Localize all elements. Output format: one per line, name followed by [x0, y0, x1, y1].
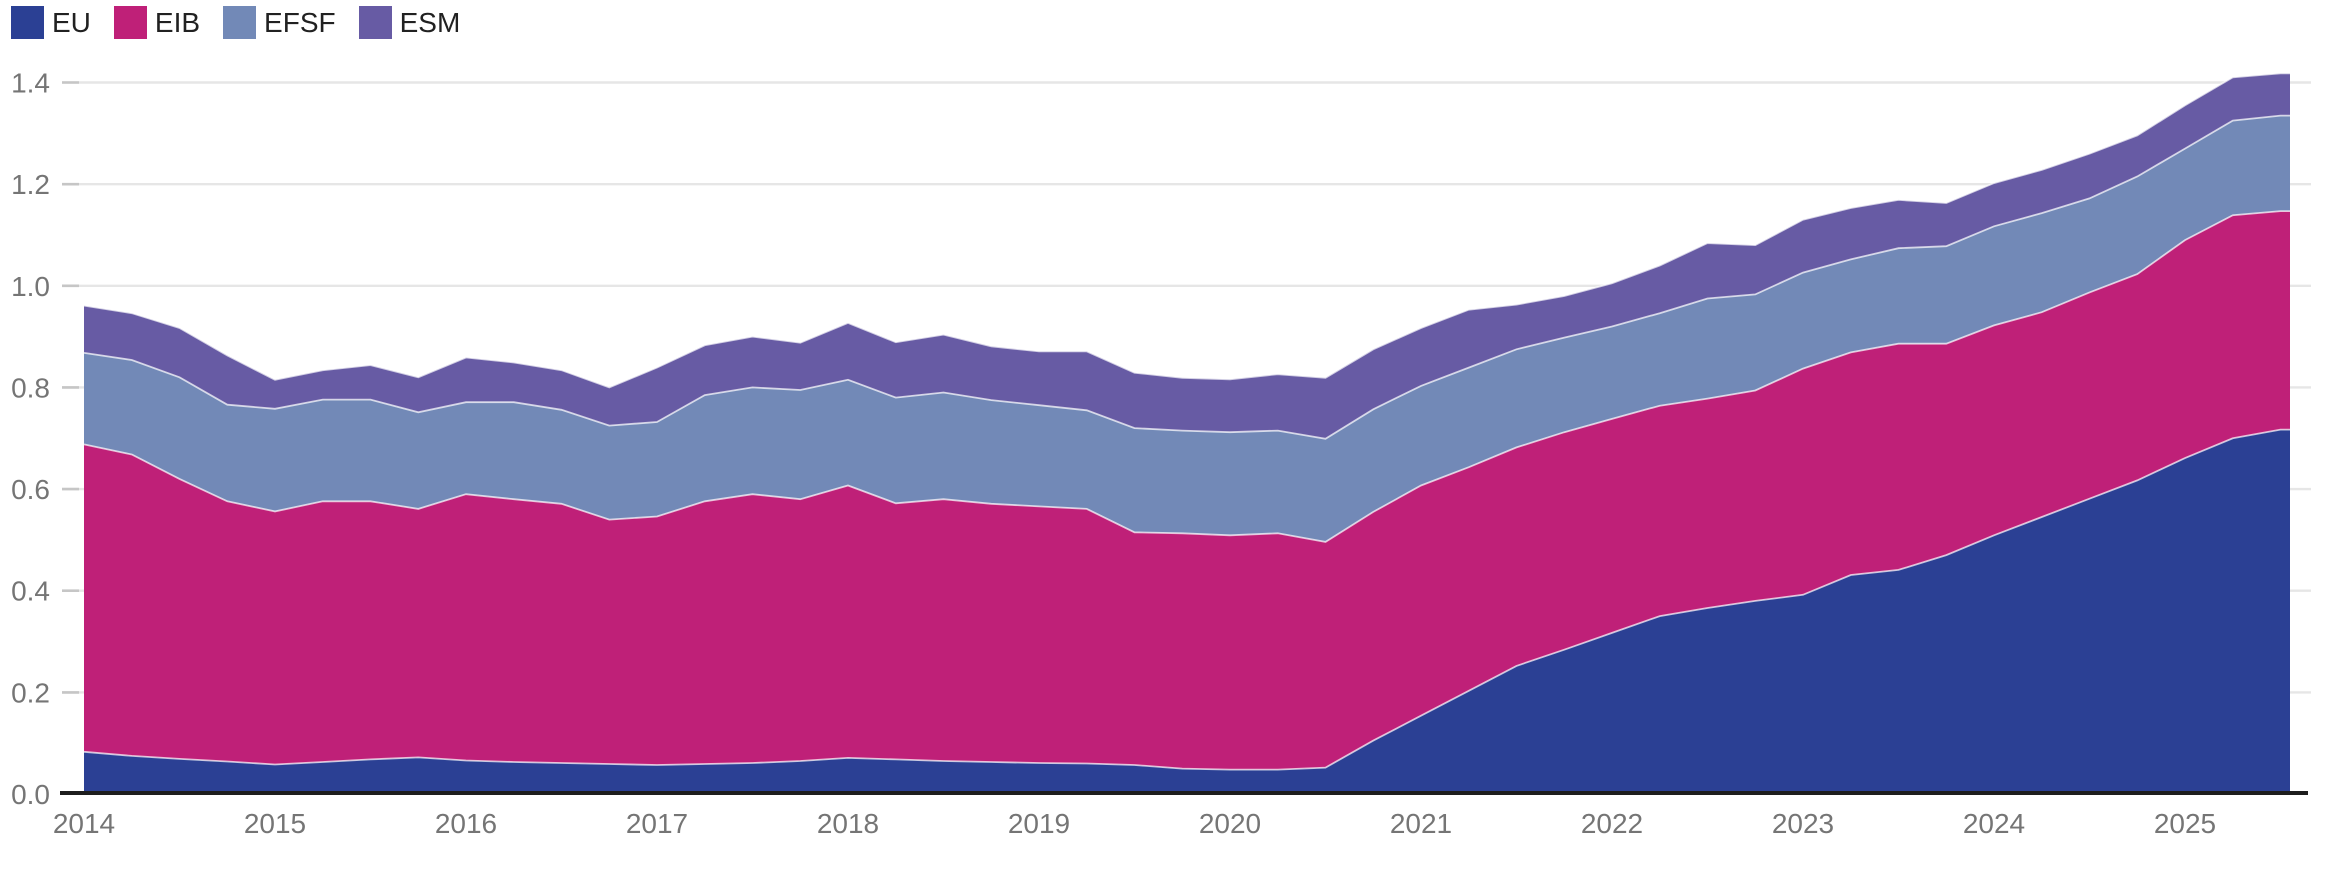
legend-label-esm: ESM	[399, 7, 461, 38]
x-axis-label: 2021	[1390, 808, 1452, 839]
x-axis-label: 2016	[435, 808, 497, 839]
area-separators	[83, 72, 2290, 771]
y-axis-label: 1.2	[11, 169, 50, 200]
area-series-group	[84, 73, 2290, 794]
area-eu[interactable]	[84, 429, 2290, 794]
y-axis-label: 0.4	[11, 576, 50, 607]
legend-swatch-eib	[113, 6, 147, 39]
x-axis-label: 2017	[626, 808, 688, 839]
legend-item-eib[interactable]: EIB	[113, 6, 201, 39]
y-axis-label: 1.4	[11, 68, 50, 99]
legend-label-eib: EIB	[154, 7, 201, 38]
legend-swatch-eu	[11, 6, 44, 39]
area-efsf[interactable]	[84, 115, 2290, 542]
x-axis-label: 2019	[1008, 808, 1070, 839]
chart-legend: EU EIB EFSF ESM	[11, 6, 483, 39]
boundary-eib	[83, 210, 2290, 543]
x-axis-label: 2015	[244, 808, 306, 839]
x-axis-label: 2014	[53, 808, 115, 839]
boundary-esm	[83, 72, 2290, 389]
x-axis-label: 2024	[1963, 808, 2025, 839]
legend-label-efsf: EFSF	[264, 7, 336, 38]
area-eib[interactable]	[84, 211, 2290, 770]
legend-swatch-esm	[358, 6, 392, 39]
y-axis-label: 1.0	[11, 271, 50, 302]
legend-swatch-efsf	[223, 6, 257, 39]
y-axis-label: 0.2	[11, 677, 50, 708]
x-axis-labels: 2014 2015 2016 2017 2018 2019 2020 2021 2022 2023…	[53, 808, 2216, 839]
x-axis-label: 2025	[2154, 808, 2216, 839]
legend-item-eu[interactable]: EU	[11, 6, 91, 39]
legend-item-efsf[interactable]: EFSF	[223, 6, 336, 39]
x-axis-label: 2022	[1581, 808, 1643, 839]
legend-label-eu: EU	[52, 7, 91, 38]
boundary-eu	[83, 428, 2290, 771]
y-axis-label: 0.0	[11, 779, 50, 810]
y-axis-label: 0.8	[11, 372, 50, 403]
x-axis-label: 2020	[1199, 808, 1261, 839]
x-axis-label: 2018	[817, 808, 879, 839]
y-axis-labels: 0.0 0.2 0.4 0.6 0.8 1.0 1.2 1.4	[11, 68, 50, 811]
legend-item-esm[interactable]: ESM	[358, 6, 461, 39]
x-axis-label: 2023	[1772, 808, 1834, 839]
y-axis-label: 0.6	[11, 474, 50, 505]
boundary-efsf	[83, 114, 2290, 440]
